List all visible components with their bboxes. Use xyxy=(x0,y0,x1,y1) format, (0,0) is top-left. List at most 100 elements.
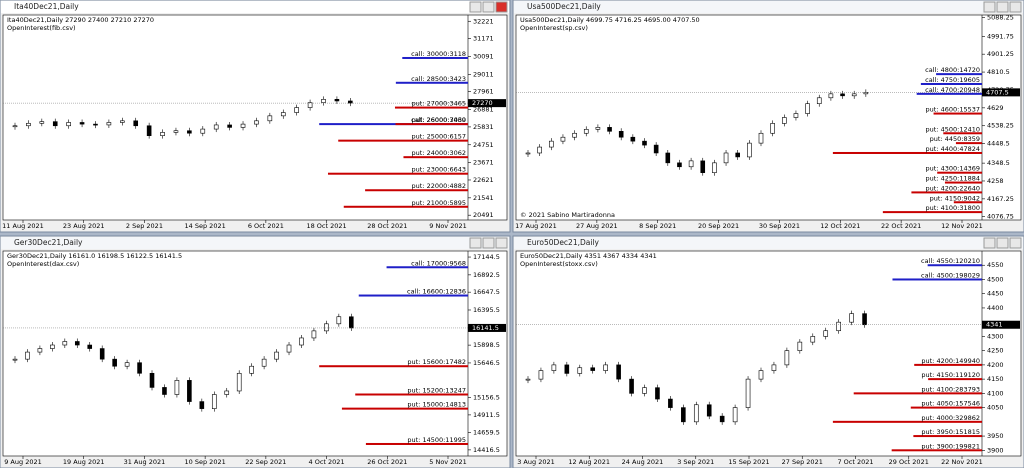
window-button[interactable] xyxy=(495,237,508,249)
oi-bar xyxy=(327,172,468,175)
window-button[interactable] xyxy=(996,1,1009,13)
y-tick-label: 4076.75 xyxy=(987,213,1014,221)
y-tick-label: 14911.5 xyxy=(473,411,500,419)
window-button[interactable] xyxy=(482,237,495,249)
candle xyxy=(249,365,254,374)
candle xyxy=(174,380,180,395)
candle xyxy=(828,93,834,99)
candle xyxy=(79,122,85,125)
candle xyxy=(112,358,117,367)
window-button[interactable] xyxy=(482,1,495,13)
x-tick-label: 11 Aug 2021 xyxy=(2,222,44,230)
candle xyxy=(677,162,682,168)
y-tick-label: 4500 xyxy=(987,275,1004,283)
candle xyxy=(74,341,80,346)
x-tick-label: 9 Aug 2021 xyxy=(4,458,42,466)
candle xyxy=(712,162,717,173)
candle xyxy=(137,362,142,374)
oi-label: call: 4800:14720 xyxy=(925,66,980,74)
candle xyxy=(665,152,671,164)
y-tick-label: 16892.5 xyxy=(473,271,500,279)
candle xyxy=(616,364,621,380)
y-tick-label: 5088.25 xyxy=(987,13,1014,21)
y-tick-label: 4167.25 xyxy=(987,195,1014,203)
oi-label: call: 4500:198029 xyxy=(921,271,980,279)
candle xyxy=(863,92,869,95)
candle xyxy=(311,330,317,339)
oi-bar xyxy=(832,151,982,154)
window-button[interactable] xyxy=(1009,1,1022,13)
x-tick-label: 3 Aug 2021 xyxy=(517,458,555,466)
candle xyxy=(187,380,192,402)
y-tick-label: 23671 xyxy=(473,159,494,167)
candle xyxy=(607,127,612,132)
candle xyxy=(603,364,608,371)
oi-label: put: 15600:17482 xyxy=(407,358,466,366)
oi-label: call: 4550:120210 xyxy=(921,257,980,265)
window-button[interactable] xyxy=(983,237,996,249)
title-bar xyxy=(514,1,1023,13)
candle xyxy=(106,122,112,126)
x-tick-label: 30 Sep 2021 xyxy=(759,222,800,230)
candle xyxy=(668,398,673,408)
candle xyxy=(735,152,741,158)
window-button[interactable] xyxy=(1009,237,1022,249)
oi-label: put: 25000:6157 xyxy=(412,133,466,141)
candle xyxy=(706,404,712,417)
candle xyxy=(525,378,531,381)
title-bar xyxy=(514,237,1023,249)
candle xyxy=(630,136,636,142)
y-tick-label: 4538.25 xyxy=(987,122,1014,130)
x-tick-label: 4 Oct 2021 xyxy=(309,458,345,466)
window-button[interactable] xyxy=(983,1,996,13)
y-tick-label: 15156.5 xyxy=(473,394,500,402)
window-button[interactable] xyxy=(469,237,482,249)
candle xyxy=(12,125,18,128)
oi-label: put: 4200:149940 xyxy=(921,357,980,365)
current-price-box xyxy=(982,320,1020,329)
oi-bar xyxy=(914,363,982,366)
x-tick-label: 28 Oct 2021 xyxy=(367,222,407,230)
candle xyxy=(793,113,799,118)
candle xyxy=(810,336,816,343)
candle xyxy=(120,120,125,123)
candle xyxy=(770,123,775,134)
candle xyxy=(146,125,152,136)
current-price-label: 16141.5 xyxy=(472,324,499,332)
oi-label: put: 14500:11995 xyxy=(407,436,466,444)
candle xyxy=(538,370,544,380)
candle xyxy=(655,387,660,400)
oi-label: put: 21000:5895 xyxy=(412,199,466,207)
candle xyxy=(688,160,694,168)
candle xyxy=(583,129,589,134)
current-price-label: 4341 xyxy=(986,321,1003,329)
y-tick-label: 31171 xyxy=(473,35,494,43)
candle xyxy=(187,130,192,134)
oi-label: put: 23000:6643 xyxy=(412,166,466,174)
candle xyxy=(324,323,329,332)
candle xyxy=(286,344,292,353)
window-button[interactable] xyxy=(469,1,482,13)
oi-label: call: 4700:20948 xyxy=(925,86,980,94)
y-tick-label: 4448.5 xyxy=(987,139,1010,147)
window-title: Usa500Dec21,Daily xyxy=(527,2,601,11)
window-button[interactable] xyxy=(996,237,1009,249)
y-tick-label: 17144.5 xyxy=(473,253,500,261)
copyright: © 2021 Sabino Martiradonna xyxy=(520,211,615,219)
y-tick-label: 4991.75 xyxy=(987,32,1014,40)
candle xyxy=(236,372,242,392)
oi-label: put: 15200:13247 xyxy=(407,387,466,395)
x-tick-label: 18 Oct 2021 xyxy=(306,222,346,230)
candle xyxy=(681,407,686,423)
oi-bar xyxy=(910,406,982,409)
oi-bar xyxy=(386,266,468,269)
window-button[interactable] xyxy=(495,1,508,13)
x-tick-label: 22 Sep 2021 xyxy=(245,458,286,466)
oi-bar xyxy=(395,81,468,84)
y-tick-label: 4050 xyxy=(987,404,1004,412)
candle xyxy=(336,316,342,325)
candle xyxy=(211,394,217,409)
chart-info: Euro50Dec21,Daily 4351 4367 4334 4341 xyxy=(520,252,657,260)
window-title: Ita40Dec21,Daily xyxy=(14,2,79,11)
